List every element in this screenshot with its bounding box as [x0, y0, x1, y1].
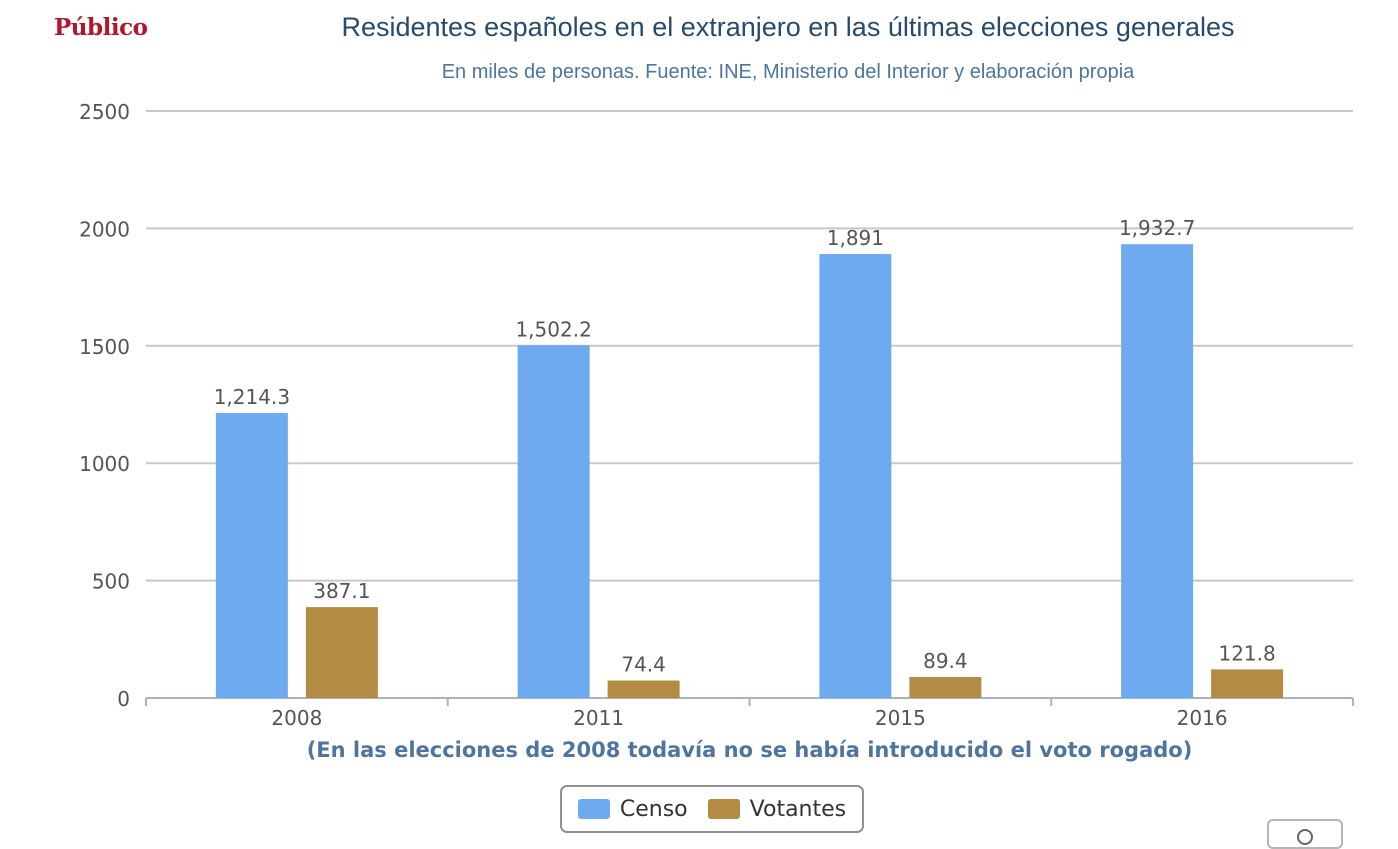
bar-votantes	[607, 680, 680, 698]
x-tick-label: 2011	[573, 706, 624, 730]
y-tick-label: 2500	[79, 100, 130, 124]
legend-item-censo[interactable]: Censo	[577, 796, 688, 822]
data-label: 387.1	[313, 579, 370, 603]
x-tick-label: 2016	[1177, 706, 1228, 730]
data-label: 74.4	[621, 653, 666, 677]
legend-label-censo: Censo	[619, 796, 688, 822]
x-axis-title: (En las elecciones de 2008 todavía no se…	[307, 738, 1193, 762]
y-tick-label: 0	[117, 687, 130, 711]
legend: Censo Votantes	[560, 785, 864, 833]
y-tick-label: 1500	[79, 335, 130, 359]
data-label: 1,932.7	[1119, 216, 1195, 240]
bar-votantes	[1211, 669, 1284, 698]
menu-icon	[1297, 829, 1313, 845]
legend-label-votantes: Votantes	[749, 796, 847, 822]
y-tick-label: 500	[92, 570, 130, 594]
y-tick-label: 2000	[79, 217, 130, 241]
legend-item-votantes[interactable]: Votantes	[707, 796, 847, 822]
chart-title: Residentes españoles en el extranjero en…	[341, 12, 1235, 42]
bar-censo	[215, 412, 288, 698]
bar-chart: 0 500 1000 1500 2000 2500 2008 1,214.3 387.1 2011…	[79, 100, 1354, 762]
bar-censo	[819, 253, 892, 698]
bar-votantes	[305, 607, 378, 698]
data-label: 1,214.3	[214, 385, 290, 409]
bar-censo	[1121, 244, 1194, 699]
legend-swatch-votantes	[707, 799, 740, 819]
chart-subtitle: En miles de personas. Fuente: INE, Minis…	[441, 61, 1135, 83]
data-label: 1,891	[827, 226, 884, 250]
brand-logo: Público	[54, 14, 148, 41]
y-tick-label: 1000	[79, 452, 130, 476]
data-label: 1,502.2	[515, 317, 591, 341]
x-tick-label: 2008	[271, 706, 322, 730]
data-label: 89.4	[923, 649, 968, 673]
chart-menu-button[interactable]	[1267, 819, 1343, 849]
legend-swatch-censo	[577, 799, 610, 819]
data-label: 121.8	[1218, 641, 1275, 665]
x-tick-label: 2015	[875, 706, 926, 730]
bar-censo	[517, 345, 590, 698]
bar-votantes	[909, 677, 982, 698]
